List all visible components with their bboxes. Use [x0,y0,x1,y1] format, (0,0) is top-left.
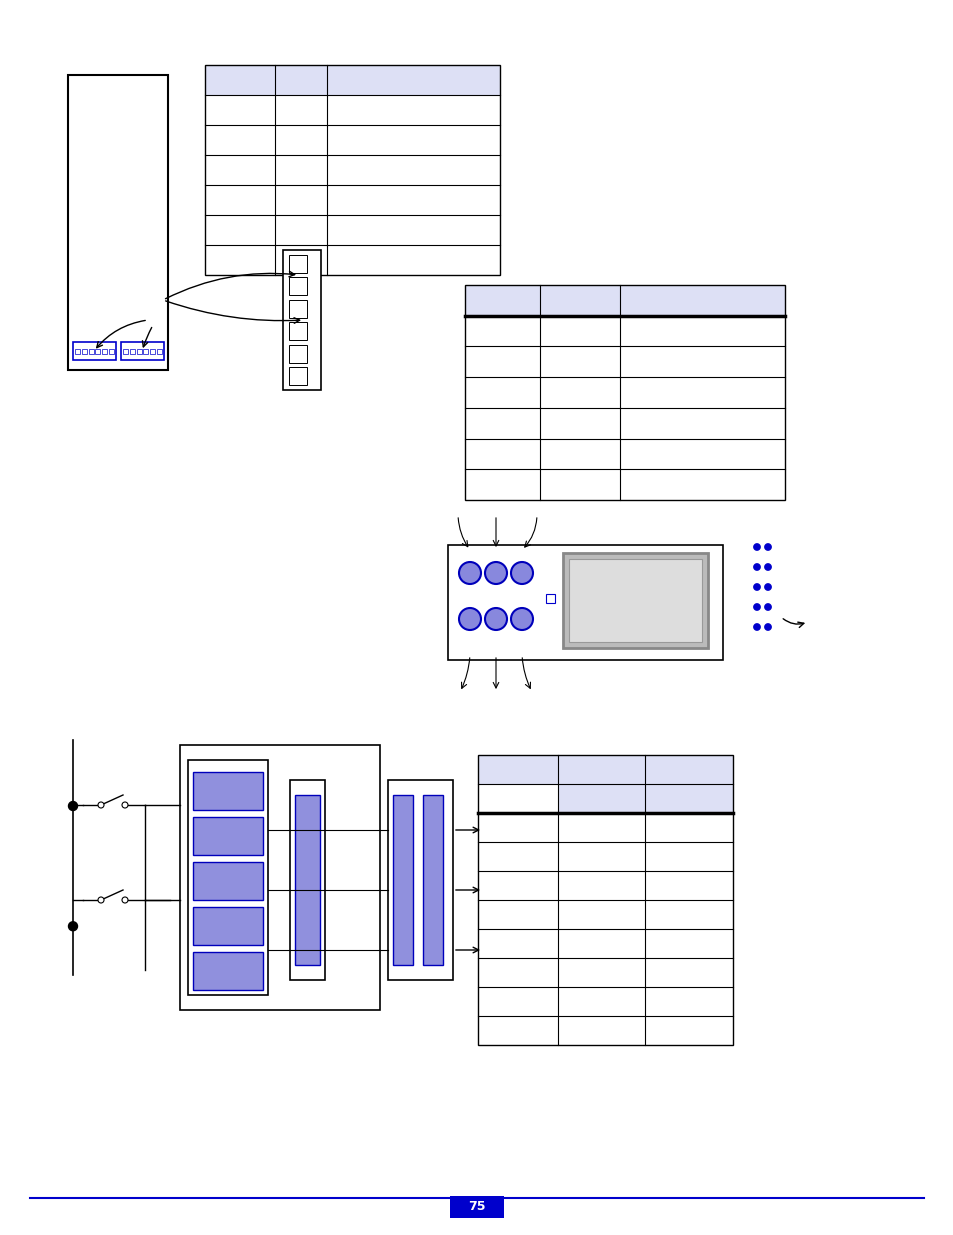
Bar [102,348,107,353]
Bar [289,322,307,341]
Bar [89,348,93,353]
Circle shape [69,802,77,810]
Bar [289,277,307,295]
Bar [188,760,268,995]
Circle shape [122,802,128,808]
Circle shape [458,608,480,630]
Bar [450,1195,503,1218]
Bar [562,553,707,648]
Circle shape [484,562,506,584]
Circle shape [511,562,533,584]
Bar [82,348,87,353]
Circle shape [98,802,104,808]
Bar [568,559,701,642]
Circle shape [511,608,533,630]
Text: 75: 75 [468,1200,485,1214]
Bar [95,348,100,353]
Bar [74,348,80,353]
Bar [193,952,263,990]
Bar [289,254,307,273]
Bar [294,795,319,965]
Bar [290,781,325,981]
Circle shape [484,608,506,630]
Bar [193,818,263,855]
Bar [123,348,128,353]
Bar [545,594,555,603]
Bar [193,906,263,945]
Bar [289,300,307,317]
Bar [73,342,116,359]
Bar [283,249,320,390]
Bar [136,348,141,353]
Bar [477,755,732,784]
Bar [205,65,499,275]
Circle shape [763,583,771,590]
Bar [388,781,453,981]
Circle shape [753,624,760,631]
Bar [422,795,442,965]
Bar [205,65,499,95]
Bar [477,755,732,1045]
Bar [558,784,732,813]
Circle shape [122,897,128,903]
Bar [109,348,114,353]
Bar [289,345,307,363]
Bar [68,75,168,370]
Circle shape [69,921,77,931]
Circle shape [98,897,104,903]
Circle shape [458,562,480,584]
Bar [143,348,149,353]
Circle shape [753,604,760,610]
Bar [157,348,162,353]
Bar [193,772,263,810]
Circle shape [763,624,771,631]
Bar [130,348,134,353]
Bar [180,745,379,1010]
Bar [151,348,155,353]
Bar [193,862,263,900]
Circle shape [763,563,771,571]
Bar [393,795,413,965]
Circle shape [753,563,760,571]
Bar [289,368,307,385]
Circle shape [753,543,760,551]
Circle shape [753,583,760,590]
Bar [464,285,784,316]
Circle shape [763,543,771,551]
Bar [448,545,722,659]
Bar [121,342,164,359]
Bar [464,285,784,500]
Circle shape [763,604,771,610]
